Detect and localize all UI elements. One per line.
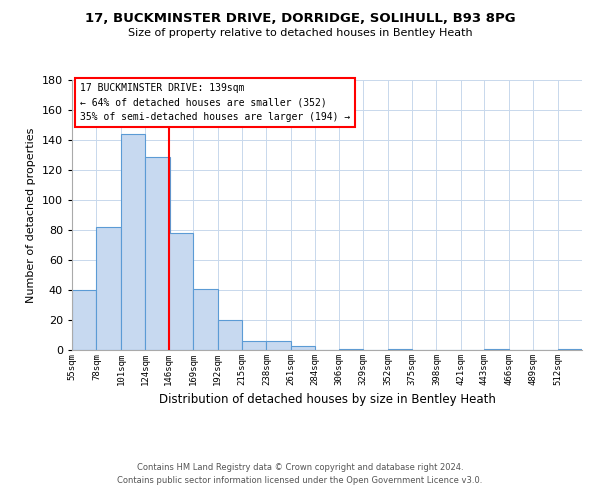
- Bar: [266, 341, 291, 350]
- Bar: [338, 348, 363, 350]
- Bar: [242, 341, 266, 350]
- Bar: [145, 156, 170, 350]
- Text: 17 BUCKMINSTER DRIVE: 139sqm
← 64% of detached houses are smaller (352)
35% of s: 17 BUCKMINSTER DRIVE: 139sqm ← 64% of de…: [80, 82, 350, 122]
- Bar: [388, 348, 412, 350]
- Bar: [291, 346, 316, 350]
- Bar: [557, 348, 582, 350]
- Text: Contains HM Land Registry data © Crown copyright and database right 2024.
Contai: Contains HM Land Registry data © Crown c…: [118, 464, 482, 485]
- Text: 17, BUCKMINSTER DRIVE, DORRIDGE, SOLIHULL, B93 8PG: 17, BUCKMINSTER DRIVE, DORRIDGE, SOLIHUL…: [85, 12, 515, 26]
- Bar: [169, 233, 193, 350]
- Y-axis label: Number of detached properties: Number of detached properties: [26, 128, 36, 302]
- Bar: [484, 348, 509, 350]
- Bar: [97, 227, 121, 350]
- Bar: [218, 320, 242, 350]
- X-axis label: Distribution of detached houses by size in Bentley Heath: Distribution of detached houses by size …: [158, 394, 496, 406]
- Bar: [121, 134, 145, 350]
- Text: Size of property relative to detached houses in Bentley Heath: Size of property relative to detached ho…: [128, 28, 472, 38]
- Bar: [72, 290, 97, 350]
- Bar: [193, 288, 218, 350]
